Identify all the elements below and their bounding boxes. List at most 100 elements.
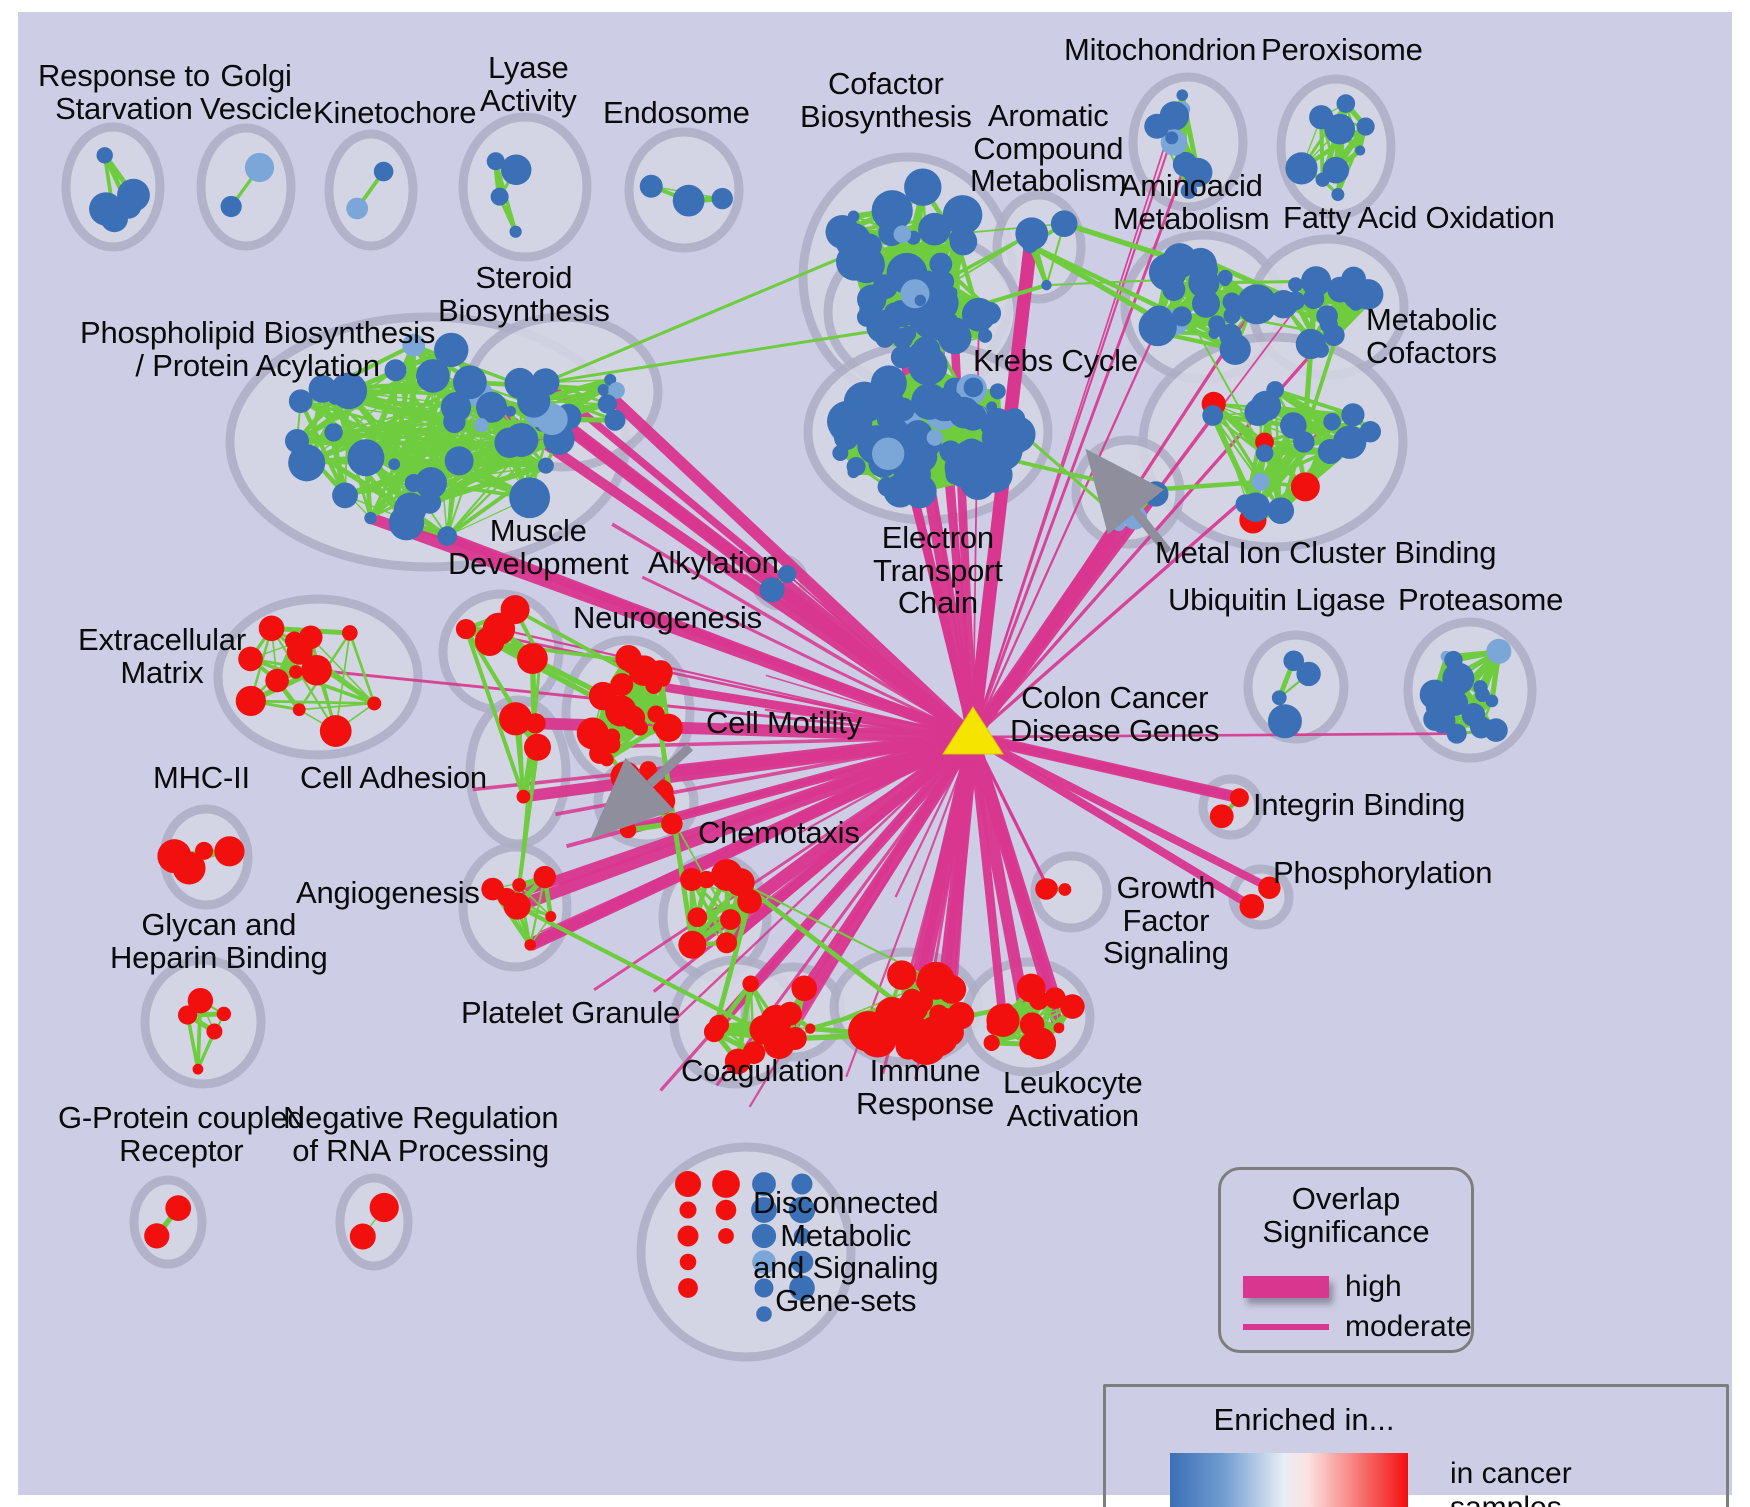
gene-set-node[interactable]	[912, 364, 926, 378]
gene-set-node[interactable]	[1356, 117, 1375, 136]
gene-set-node[interactable]	[537, 457, 554, 474]
gene-set-node[interactable]	[524, 939, 537, 951]
gene-set-node[interactable]	[715, 1199, 737, 1221]
gene-set-node[interactable]	[1209, 804, 1234, 829]
gene-set-node[interactable]	[1323, 324, 1345, 347]
gene-set-node[interactable]	[1223, 307, 1241, 325]
gene-set-node[interactable]	[523, 733, 551, 761]
gene-set-node[interactable]	[576, 717, 609, 750]
gene-set-node[interactable]	[364, 511, 377, 525]
gene-set-node[interactable]	[165, 1195, 192, 1222]
gene-set-node[interactable]	[474, 418, 489, 433]
gene-set-node[interactable]	[718, 1228, 734, 1244]
gene-set-node[interactable]	[504, 422, 539, 457]
gene-set-node[interactable]	[1038, 878, 1058, 898]
hub-triangle-icon[interactable]	[942, 706, 1004, 755]
gene-set-node[interactable]	[1096, 475, 1110, 489]
gene-set-node[interactable]	[393, 492, 427, 526]
gene-set-node[interactable]	[978, 328, 993, 343]
gene-set-node[interactable]	[918, 212, 951, 246]
gene-set-node[interactable]	[759, 577, 785, 603]
gene-set-node[interactable]	[893, 255, 925, 287]
gene-set-node[interactable]	[982, 302, 1000, 320]
gene-set-node[interactable]	[914, 294, 926, 307]
gene-set-node[interactable]	[187, 987, 214, 1014]
gene-set-node[interactable]	[870, 365, 907, 402]
gene-set-node[interactable]	[1044, 987, 1066, 1009]
gene-set-node[interactable]	[476, 391, 508, 423]
gene-set-node[interactable]	[945, 465, 965, 485]
gene-set-node[interactable]	[1041, 279, 1052, 291]
cluster-halo-lyase-activity[interactable]	[458, 112, 592, 262]
gene-set-node[interactable]	[605, 695, 637, 727]
gene-set-node[interactable]	[1285, 152, 1318, 185]
gene-set-node[interactable]	[1208, 315, 1226, 333]
gene-set-node[interactable]	[677, 1225, 699, 1247]
gene-set-node[interactable]	[654, 713, 683, 742]
gene-set-node[interactable]	[89, 192, 123, 226]
gene-set-node[interactable]	[712, 1170, 740, 1198]
gene-set-node[interactable]	[751, 1197, 777, 1223]
gene-set-node[interactable]	[437, 526, 457, 546]
gene-set-node[interactable]	[597, 394, 617, 414]
gene-set-node[interactable]	[284, 428, 309, 453]
gene-set-node[interactable]	[195, 841, 214, 860]
gene-set-node[interactable]	[308, 374, 337, 403]
gene-set-node[interactable]	[903, 420, 933, 450]
gene-set-node[interactable]	[388, 458, 401, 471]
gene-set-node[interactable]	[324, 423, 343, 442]
gene-set-node[interactable]	[756, 1306, 772, 1322]
gene-set-node[interactable]	[292, 703, 306, 717]
gene-set-node[interactable]	[500, 154, 532, 186]
gene-set-node[interactable]	[144, 1223, 170, 1249]
gene-set-node[interactable]	[1165, 131, 1179, 145]
gene-set-node[interactable]	[177, 1005, 198, 1025]
gene-set-node[interactable]	[1029, 990, 1049, 1010]
gene-set-node[interactable]	[1058, 883, 1072, 896]
gene-set-node[interactable]	[1050, 210, 1078, 237]
gene-set-node[interactable]	[96, 147, 113, 164]
gene-set-node[interactable]	[908, 346, 948, 386]
gene-set-node[interactable]	[347, 439, 385, 477]
gene-set-node[interactable]	[876, 1000, 906, 1030]
gene-set-node[interactable]	[869, 260, 883, 274]
gene-set-node[interactable]	[443, 410, 466, 434]
gene-set-node[interactable]	[346, 197, 369, 220]
gene-set-node[interactable]	[482, 612, 516, 646]
gene-set-node[interactable]	[1290, 472, 1320, 502]
gene-set-node[interactable]	[1271, 690, 1287, 706]
gene-set-node[interactable]	[983, 1034, 1000, 1051]
gene-set-node[interactable]	[1217, 269, 1233, 285]
gene-set-node[interactable]	[647, 787, 676, 815]
gene-set-node[interactable]	[367, 696, 382, 711]
gene-set-node[interactable]	[512, 878, 527, 892]
gene-set-node[interactable]	[1470, 716, 1493, 739]
gene-set-node[interactable]	[887, 960, 917, 990]
gene-set-node[interactable]	[926, 429, 944, 446]
gene-set-node[interactable]	[1486, 638, 1512, 664]
gene-set-node[interactable]	[742, 975, 759, 993]
gene-set-node[interactable]	[1003, 408, 1026, 430]
gene-set-node[interactable]	[416, 359, 450, 393]
gene-set-node[interactable]	[679, 1253, 697, 1271]
gene-set-node[interactable]	[505, 405, 516, 417]
gene-set-node[interactable]	[942, 195, 983, 235]
gene-set-node[interactable]	[1283, 650, 1305, 672]
gene-set-node[interactable]	[1355, 145, 1366, 156]
gene-set-node[interactable]	[1255, 444, 1274, 463]
gene-set-node[interactable]	[1022, 237, 1038, 254]
gene-set-node[interactable]	[434, 332, 469, 368]
gene-set-node[interactable]	[1300, 266, 1332, 297]
gene-set-node[interactable]	[373, 161, 394, 182]
gene-set-node[interactable]	[517, 384, 551, 418]
gene-set-node[interactable]	[618, 653, 632, 667]
gene-set-node[interactable]	[214, 836, 245, 867]
cluster-halo-growth-factor-signaling[interactable]	[1030, 851, 1112, 933]
gene-set-node[interactable]	[890, 397, 915, 422]
gene-set-node[interactable]	[509, 225, 522, 238]
gene-set-node[interactable]	[1184, 247, 1217, 280]
gene-set-node[interactable]	[498, 702, 533, 736]
gene-set-node[interactable]	[192, 1063, 204, 1075]
gene-set-node[interactable]	[904, 168, 942, 206]
gene-set-node[interactable]	[751, 1223, 777, 1249]
